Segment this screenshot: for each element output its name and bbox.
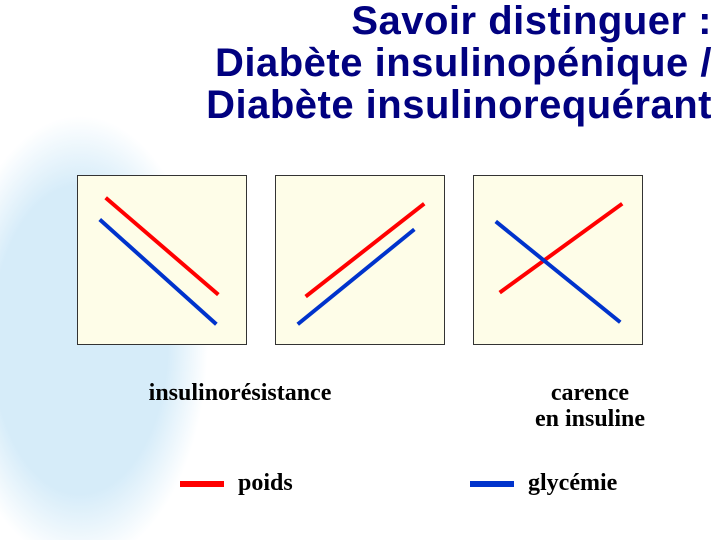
panel-1-red-line: [106, 198, 219, 295]
axis-label-right-line2: en insuline: [535, 406, 645, 432]
panel-2-red-line: [306, 204, 425, 297]
legend-item-poids: poids: [180, 470, 293, 497]
panel-3: [473, 175, 643, 345]
axis-label-right: carence en insuline: [500, 380, 680, 433]
legend-item-glycemie: glycémie: [470, 470, 617, 497]
panel-1-blue-line: [100, 219, 217, 324]
axis-label-right-line1: carence: [551, 380, 629, 406]
axis-label-left: insulinorésistance: [110, 380, 370, 407]
legend-label-glycemie: glycémie: [528, 470, 617, 497]
panels-row: [0, 175, 720, 345]
panel-3-red-line: [500, 204, 623, 293]
title-line-2: Diabète insulinopénique /: [215, 41, 712, 85]
panel-1-lines: [78, 176, 246, 344]
panel-2-lines: [276, 176, 444, 344]
legend-swatch-poids: [180, 481, 224, 487]
legend-label-poids: poids: [238, 470, 293, 497]
panel-3-lines: [474, 176, 642, 344]
legend-swatch-glycemie: [470, 481, 514, 487]
title-line-3: Diabète insulinorequérant: [206, 83, 712, 127]
panel-2: [275, 175, 445, 345]
page-title: Savoir distinguer : Diabète insulinopéni…: [0, 0, 712, 126]
panel-2-blue-line: [298, 229, 415, 324]
title-line-1: Savoir distinguer :: [351, 0, 712, 43]
panel-3-blue-line: [496, 221, 621, 322]
panel-1: [77, 175, 247, 345]
